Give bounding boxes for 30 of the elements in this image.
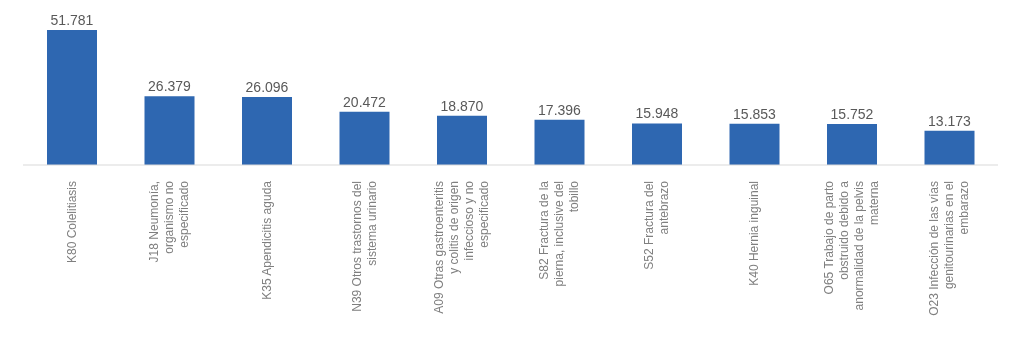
bar <box>47 30 97 165</box>
bar <box>729 123 780 165</box>
data-label: 15.752 <box>830 105 874 122</box>
x-tick-label: K35 Apendicitis aguda <box>259 180 274 300</box>
data-label: 26.379 <box>148 78 192 95</box>
x-tick-label: J18 Neumonía, organismo no especificado <box>147 180 192 263</box>
bar <box>144 96 195 165</box>
x-tick-label: N39 Otros trastornos del sistema urinario <box>349 180 379 312</box>
x-tick-label: S52 Fractura del antebrazo <box>642 180 672 270</box>
data-label: 13.173 <box>928 112 972 129</box>
data-label: 17.396 <box>538 101 582 118</box>
x-tick-label: K80 Colelitiasis <box>64 181 79 264</box>
data-label: 15.853 <box>733 105 777 122</box>
data-label: 26.096 <box>245 78 289 95</box>
bar <box>827 123 877 165</box>
x-tick-label: S82 Fractura de la pierna, inclusive del tobillo <box>537 180 582 287</box>
x-tick-label: O23 Infección de las vías genitourinarias en el embarazo <box>927 180 972 316</box>
bar <box>632 123 682 165</box>
x-tick-label: O65 Trabajo de parto obstruido debido a anormalidad de la pelvis materna <box>822 180 882 311</box>
bar <box>924 130 975 165</box>
bar <box>437 115 487 165</box>
x-tick-label: A09 Otras gastroenteritis y colitis de origen infeccioso y no especificado <box>432 180 492 314</box>
data-label: 51.781 <box>50 12 94 28</box>
data-label: 18.870 <box>440 97 484 114</box>
data-label: 20.472 <box>343 93 387 110</box>
data-label: 15.948 <box>635 105 679 122</box>
bar <box>534 119 585 165</box>
bar <box>339 111 390 165</box>
bar <box>242 96 292 165</box>
x-tick-label: K40 Hernia inguinal <box>747 181 762 286</box>
